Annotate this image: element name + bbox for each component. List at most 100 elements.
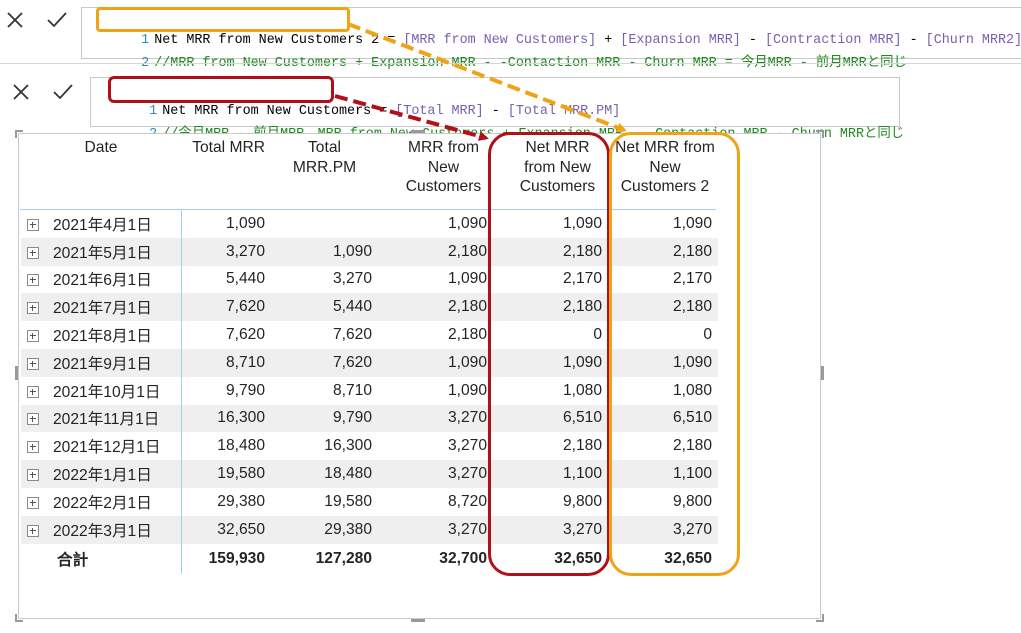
date-label: 2021年6月1日 (53, 272, 152, 290)
column-header-net-mrr-new-2[interactable]: Net MRR from New Customers 2 (608, 134, 718, 210)
net-mrr-new-cell: 2,180 (562, 437, 602, 455)
total-mrr-cell: 19,580 (181, 460, 271, 488)
column-header-total-mrr-pm[interactable]: Total MRR.PM (271, 134, 378, 210)
total-mrr-cell: 7,620 (225, 326, 265, 344)
column-header-mrr-from-new[interactable]: MRR from New Customers (378, 134, 493, 210)
table-row[interactable]: 2022年1月1日 19,580 18,480 3,270 1,100 1,100 (21, 460, 718, 488)
operator: - (901, 33, 926, 48)
total-mrr-pm-cell: 5,440 (271, 293, 378, 322)
expand-plus-icon[interactable] (27, 469, 39, 482)
corner-handle[interactable] (15, 614, 17, 622)
measure-reference: [Contraction MRR] (764, 33, 902, 48)
table-row[interactable]: 2021年8月1日 7,620 7,620 2,180 0 0 (21, 321, 718, 349)
date-label: 2021年10月1日 (53, 383, 161, 401)
date-cell: 2021年4月1日 (21, 210, 182, 238)
measure-reference: [Churn MRR2] (925, 33, 1021, 48)
corner-handle[interactable] (822, 614, 824, 622)
corner-handle[interactable] (15, 130, 17, 138)
net-mrr-new-cell: 6,510 (493, 404, 608, 433)
total-mrr-cell: 8,710 (181, 348, 271, 377)
mrr-from-new-cell: 2,180 (447, 326, 487, 344)
resize-handle[interactable] (15, 366, 18, 380)
resize-handle[interactable] (821, 366, 824, 380)
mrr-from-new-cell: 1,090 (378, 348, 493, 377)
header-label: MRR from New Customers (405, 139, 482, 195)
date-cell: 2021年9月1日 (21, 348, 182, 377)
corner-handle[interactable] (822, 130, 824, 138)
resize-handle[interactable] (411, 619, 425, 622)
expand-plus-icon[interactable] (27, 441, 39, 454)
date-cell: 2022年1月1日 (21, 460, 182, 488)
table-row[interactable]: 2022年3月1日 32,650 29,380 3,270 3,270 3,270 (21, 515, 718, 544)
table-row[interactable]: 2021年6月1日 5,440 3,270 1,090 2,170 2,170 (21, 265, 718, 294)
resize-handle[interactable] (411, 130, 425, 133)
table-row[interactable]: 2021年9月1日 8,710 7,620 1,090 1,090 1,090 (21, 348, 718, 377)
header-label: Total MRR.PM (292, 139, 357, 176)
date-label: 2021年7月1日 (53, 300, 152, 318)
cancel-icon[interactable] (0, 6, 30, 34)
mrr-from-new-cell: 3,270 (447, 437, 487, 455)
date-label: 2021年12月1日 (53, 439, 161, 457)
line-number: 1 (149, 104, 158, 119)
expand-plus-icon[interactable] (27, 385, 39, 398)
line-number: 1 (141, 33, 150, 48)
date-cell: 2022年3月1日 (21, 515, 182, 544)
column-header-net-mrr-new[interactable]: Net MRR from New Customers (493, 134, 608, 210)
table-row[interactable]: 2022年2月1日 29,380 19,580 8,720 9,800 9,800 (21, 487, 718, 516)
commit-check-icon[interactable] (48, 78, 78, 106)
corner-handle[interactable] (15, 620, 23, 622)
date-cell: 2021年11月1日 (21, 404, 182, 433)
total-mrr-pm-cell: 16,300 (324, 437, 372, 455)
net-mrr-new-cell: 1,090 (493, 348, 608, 377)
date-cell: 2021年8月1日 (21, 321, 182, 349)
cancel-icon[interactable] (6, 78, 36, 106)
commit-check-icon[interactable] (42, 6, 72, 34)
mrr-from-new-cell: 3,270 (378, 515, 493, 544)
table-row[interactable]: 2021年11月1日 16,300 9,790 3,270 6,510 6,510 (21, 404, 718, 433)
expand-plus-icon[interactable] (27, 302, 39, 315)
table-row[interactable]: 2021年12月1日 18,480 16,300 3,270 2,180 2,180 (21, 432, 718, 461)
corner-handle[interactable] (816, 130, 824, 132)
expand-plus-icon[interactable] (27, 274, 39, 287)
date-label: 2021年11月1日 (53, 411, 160, 429)
total-mrr-pm-cell: 9,790 (271, 404, 378, 433)
expand-plus-icon[interactable] (27, 218, 39, 231)
net-mrr-new-2-cell: 0 (703, 326, 712, 344)
total-mrr-cell: 3,270 (181, 237, 271, 266)
expand-plus-icon[interactable] (27, 330, 39, 343)
expand-plus-icon[interactable] (27, 524, 39, 537)
operator: - (740, 33, 765, 48)
data-table: Date Total MRR Total MRR.PM MRR from New… (21, 134, 718, 574)
table-visual[interactable]: Date Total MRR Total MRR.PM MRR from New… (15, 130, 824, 622)
expand-plus-icon[interactable] (27, 413, 39, 426)
corner-handle[interactable] (15, 130, 23, 132)
mrr-from-new-cell: 1,090 (447, 214, 487, 232)
total-mrr-total: 159,930 (181, 543, 271, 574)
total-mrr-pm-cell: 8,710 (332, 381, 372, 399)
net-mrr-new-cell: 1,100 (493, 460, 608, 488)
expand-plus-icon[interactable] (27, 357, 39, 370)
dax-editor-1[interactable]: 1 Net MRR from New Customers 2 = [MRR fro… (81, 7, 1021, 71)
total-mrr-pm-cell: 19,580 (324, 492, 372, 510)
table-row[interactable]: 2021年4月1日 1,090 1,090 1,090 1,090 (21, 210, 718, 238)
column-header-date[interactable]: Date (84, 139, 118, 156)
date-cell: 2021年7月1日 (21, 293, 182, 322)
expand-plus-icon[interactable] (27, 496, 39, 509)
header-divider (20, 209, 716, 210)
mrr-from-new-cell: 3,270 (378, 460, 493, 488)
total-mrr-cell: 7,620 (181, 293, 271, 322)
total-mrr-pm-cell: 7,620 (271, 348, 378, 377)
net-mrr-new-cell: 2,180 (493, 237, 608, 266)
column-header-total-mrr[interactable]: Total MRR (192, 139, 265, 156)
table-row[interactable]: 2021年10月1日 9,790 8,710 1,090 1,080 1,080 (21, 376, 718, 405)
date-label: 2022年2月1日 (53, 494, 152, 512)
total-mrr-cell: 18,480 (217, 437, 265, 455)
measure-reference: [Expansion MRR] (620, 33, 741, 48)
total-mrr-pm-cell: 3,270 (332, 270, 372, 288)
dax-editor-2[interactable]: 1 Net MRR from New Customers = [Total MRR… (90, 77, 904, 142)
table-row[interactable]: 2021年5月1日 3,270 1,090 2,180 2,180 2,180 (21, 237, 718, 266)
expand-plus-icon[interactable] (27, 246, 39, 259)
net-mrr-new-total: 32,650 (493, 543, 608, 574)
table-row[interactable]: 2021年7月1日 7,620 5,440 2,180 2,180 2,180 (21, 293, 718, 322)
corner-handle[interactable] (816, 620, 824, 622)
